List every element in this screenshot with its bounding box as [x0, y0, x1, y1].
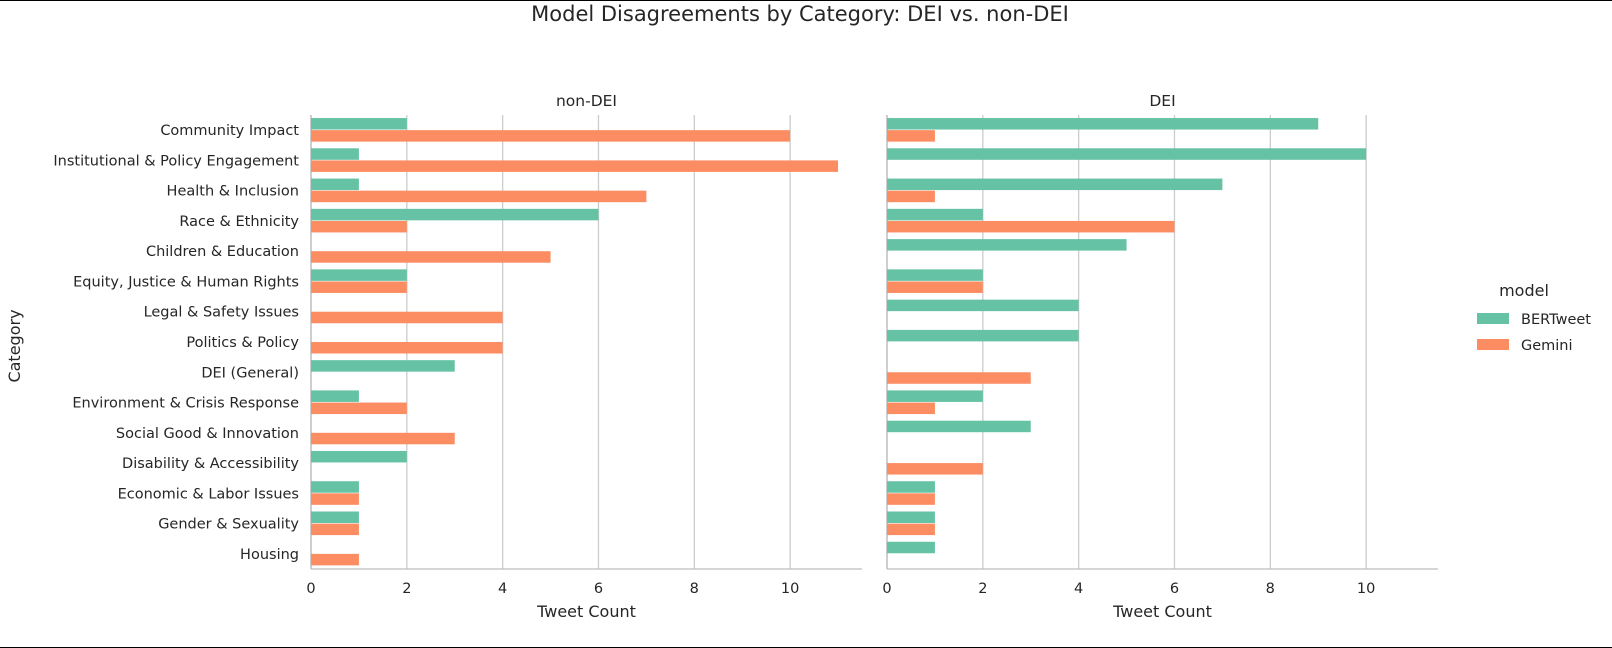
x-tick-label-2: 2 — [978, 581, 987, 597]
bar-dei-gemini-environment-crisis-response — [887, 402, 935, 415]
y-tick-label-disability-accessibility: Disability & Accessibility — [122, 456, 299, 472]
bar-dei-bertweet-social-good-innovation — [887, 420, 1031, 433]
bar-non-dei-bertweet-dei-general — [311, 360, 455, 372]
bar-dei-gemini-economic-labor-issues — [887, 493, 935, 505]
bar-non-dei-gemini-economic-labor-issues — [311, 493, 359, 505]
bar-non-dei-gemini-health-inclusion — [311, 190, 647, 203]
bar-dei-gemini-gender-sexuality — [887, 523, 935, 536]
y-tick-label-children-education: Children & Education — [146, 244, 299, 260]
bar-dei-gemini-dei-general — [887, 372, 1031, 384]
bar-dei-bertweet-health-inclusion — [887, 178, 1223, 191]
x-tick-label-0: 0 — [306, 581, 315, 597]
bar-non-dei-bertweet-health-inclusion — [311, 178, 359, 191]
bar-dei-bertweet-equity-justice-human-rights — [887, 269, 983, 281]
bar-non-dei-bertweet-environment-crisis-response — [311, 390, 359, 402]
bar-dei-bertweet-housing — [887, 541, 935, 554]
bar-non-dei-gemini-legal-safety-issues — [311, 311, 503, 324]
x-tick-label-10: 10 — [781, 581, 799, 597]
legend-title: model — [1499, 281, 1549, 300]
y-tick-label-community-impact: Community Impact — [160, 123, 299, 139]
y-tick-label-legal-safety-issues: Legal & Safety Issues — [144, 305, 299, 321]
y-tick-label-health-inclusion: Health & Inclusion — [167, 184, 299, 200]
x-tick-label-8: 8 — [1266, 581, 1275, 597]
chart-title: Model Disagreements by Category: DEI vs.… — [531, 2, 1069, 26]
x-axis-label: Tweet Count — [536, 602, 636, 621]
bar-dei-bertweet-legal-safety-issues — [887, 299, 1079, 312]
bar-dei-gemini-race-ethnicity — [887, 220, 1175, 233]
panel-dei: 0 2 4 6 8 10 DEI Tweet Count — [882, 92, 1438, 621]
x-tick-label-10: 10 — [1357, 581, 1375, 597]
bar-dei-bertweet-race-ethnicity — [887, 208, 983, 221]
bar-dei-gemini-community-impact — [887, 130, 935, 142]
bar-non-dei-bertweet-equity-justice-human-rights — [311, 269, 407, 281]
bar-non-dei-gemini-social-good-innovation — [311, 432, 455, 445]
bar-dei-bertweet-institutional-policy-engagement — [887, 148, 1367, 160]
y-tick-label-social-good-innovation: Social Good & Innovation — [116, 426, 299, 442]
y-tick-label-environment-crisis-response: Environment & Crisis Response — [72, 396, 299, 412]
y-tick-label-race-ethnicity: Race & Ethnicity — [179, 214, 299, 230]
legend-label-bertweet: BERTweet — [1521, 312, 1591, 328]
y-tick-label-gender-sexuality: Gender & Sexuality — [158, 517, 299, 533]
bar-non-dei-gemini-equity-justice-human-rights — [311, 281, 407, 293]
x-tick-label-4: 4 — [498, 581, 507, 597]
bar-non-dei-gemini-community-impact — [311, 130, 791, 142]
bar-non-dei-gemini-environment-crisis-response — [311, 402, 407, 415]
bar-non-dei-gemini-institutional-policy-engagement — [311, 160, 839, 172]
bar-non-dei-gemini-race-ethnicity — [311, 220, 407, 233]
panel-title: DEI — [1149, 92, 1175, 110]
panel-non-dei: 0 2 4 6 8 10 non-DEI Tweet Count Community Impac… — [53, 92, 862, 621]
x-tick-label-4: 4 — [1074, 581, 1083, 597]
bar-non-dei-gemini-politics-policy — [311, 342, 503, 354]
bar-non-dei-gemini-housing — [311, 553, 359, 566]
y-tick-label-housing: Housing — [240, 547, 299, 563]
bar-dei-bertweet-children-education — [887, 239, 1127, 251]
bar-dei-bertweet-politics-policy — [887, 329, 1079, 342]
legend: model BERTweet Gemini — [1477, 281, 1591, 354]
y-tick-label-politics-policy: Politics & Policy — [186, 335, 299, 351]
x-tick-label-6: 6 — [1170, 581, 1179, 597]
y-tick-label-dei-general: DEI (General) — [201, 365, 299, 381]
y-tick-label-equity-justice-human-rights: Equity, Justice & Human Rights — [73, 274, 299, 290]
y-tick-label-institutional-policy-engagement: Institutional & Policy Engagement — [53, 153, 299, 169]
bar-non-dei-bertweet-disability-accessibility — [311, 450, 407, 463]
bar-dei-gemini-disability-accessibility — [887, 463, 983, 475]
x-axis-label: Tweet Count — [1112, 602, 1212, 621]
x-tick-label-2: 2 — [402, 581, 411, 597]
panel-title: non-DEI — [556, 92, 617, 110]
bar-non-dei-bertweet-community-impact — [311, 118, 407, 130]
x-tick-label-0: 0 — [882, 581, 891, 597]
bar-dei-bertweet-economic-labor-issues — [887, 481, 935, 493]
bar-non-dei-bertweet-institutional-policy-engagement — [311, 148, 359, 160]
bar-non-dei-bertweet-race-ethnicity — [311, 208, 599, 221]
bar-dei-bertweet-community-impact — [887, 118, 1319, 130]
legend-swatch-gemini — [1477, 339, 1509, 350]
x-tick-label-8: 8 — [690, 581, 699, 597]
y-axis-label: Category — [5, 309, 24, 382]
chart-panels: 0 2 4 6 8 10 non-DEI Tweet Count Community Impac… — [53, 92, 1438, 621]
legend-label-gemini: Gemini — [1521, 338, 1573, 354]
bar-dei-gemini-equity-justice-human-rights — [887, 281, 983, 293]
bar-non-dei-gemini-children-education — [311, 251, 551, 263]
bar-dei-gemini-health-inclusion — [887, 190, 935, 203]
bar-non-dei-gemini-gender-sexuality — [311, 523, 359, 536]
legend-swatch-bertweet — [1477, 313, 1509, 324]
bar-dei-bertweet-gender-sexuality — [887, 511, 935, 523]
bar-non-dei-bertweet-economic-labor-issues — [311, 481, 359, 493]
bar-dei-bertweet-environment-crisis-response — [887, 390, 983, 402]
y-tick-label-economic-labor-issues: Economic & Labor Issues — [118, 486, 299, 502]
x-tick-label-6: 6 — [594, 581, 603, 597]
bar-non-dei-bertweet-gender-sexuality — [311, 511, 359, 523]
